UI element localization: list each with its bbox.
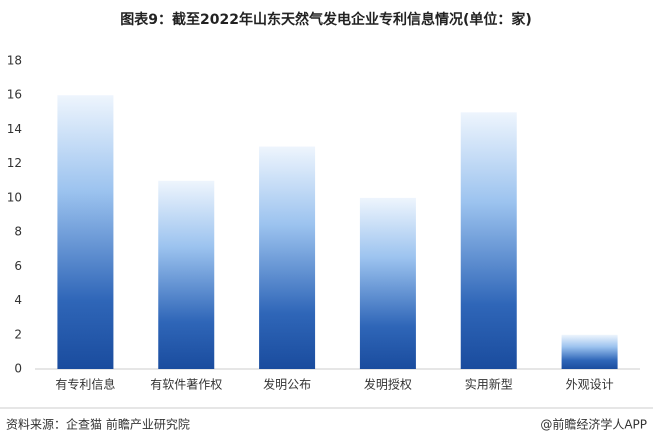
y-tick-label: 4 bbox=[14, 293, 22, 307]
y-tick-label: 12 bbox=[7, 156, 22, 170]
y-tick-label: 10 bbox=[7, 190, 22, 204]
bar bbox=[57, 95, 114, 369]
y-tick-label: 18 bbox=[7, 54, 22, 68]
y-tick-label: 8 bbox=[14, 225, 22, 239]
source: 资料来源：企查猫 前瞻产业研究院 bbox=[6, 417, 190, 432]
bar bbox=[259, 146, 316, 369]
x-tick-label: 有专利信息 bbox=[55, 377, 115, 392]
x-tick-label: 有软件著作权 bbox=[150, 378, 222, 392]
bar bbox=[460, 112, 517, 369]
chart-title: 图表9：截至2022年山东天然气发电企业专利信息情况(单位：家) bbox=[120, 11, 532, 28]
y-tick-label: 16 bbox=[7, 88, 22, 102]
bar bbox=[561, 334, 618, 369]
y-tick-label: 0 bbox=[14, 362, 22, 376]
credit: @前瞻经济学人APP bbox=[540, 417, 647, 432]
y-tick-label: 2 bbox=[14, 327, 22, 341]
x-tick-label: 外观设计 bbox=[566, 378, 614, 392]
bar bbox=[359, 197, 416, 369]
x-tick-label: 发明公布 bbox=[263, 377, 311, 392]
x-tick-label: 发明授权 bbox=[364, 377, 412, 392]
x-tick-label: 实用新型 bbox=[465, 377, 513, 392]
y-tick-label: 6 bbox=[14, 259, 22, 273]
bar bbox=[158, 180, 215, 369]
y-tick-label: 14 bbox=[7, 122, 22, 136]
